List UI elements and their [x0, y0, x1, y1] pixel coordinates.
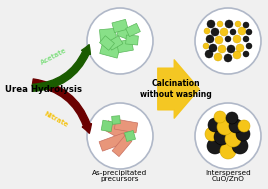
Circle shape [225, 131, 241, 147]
Circle shape [207, 138, 223, 154]
Bar [100, 42, 120, 58]
Bar [99, 133, 127, 151]
Circle shape [205, 127, 219, 141]
Circle shape [217, 119, 233, 135]
Circle shape [220, 143, 236, 159]
Circle shape [243, 36, 249, 42]
Bar [117, 26, 133, 40]
Circle shape [206, 35, 214, 43]
Circle shape [220, 28, 228, 36]
Text: Interspersed
CuO/ZnO: Interspersed CuO/ZnO [205, 170, 251, 183]
Circle shape [203, 43, 209, 49]
Circle shape [195, 103, 261, 169]
Circle shape [208, 118, 222, 132]
Circle shape [217, 21, 223, 27]
Bar [101, 120, 113, 132]
Text: Nitrate: Nitrate [43, 110, 69, 128]
Text: Acetate: Acetate [40, 47, 68, 65]
Circle shape [230, 29, 236, 35]
Circle shape [236, 44, 244, 52]
Circle shape [204, 28, 210, 34]
Circle shape [225, 36, 231, 42]
Bar [112, 136, 132, 156]
Circle shape [207, 20, 215, 28]
Bar [117, 39, 133, 53]
Circle shape [211, 28, 219, 36]
Bar [114, 119, 138, 133]
Circle shape [232, 138, 248, 154]
Circle shape [243, 22, 249, 28]
Circle shape [195, 8, 261, 74]
FancyArrowPatch shape [158, 60, 199, 118]
Circle shape [87, 103, 153, 169]
Text: As-precipitated
precursors: As-precipitated precursors [92, 170, 148, 183]
Bar [125, 130, 136, 142]
Circle shape [238, 120, 250, 132]
Circle shape [218, 45, 226, 53]
Circle shape [236, 127, 250, 141]
Text: Calcination
without washing: Calcination without washing [140, 79, 212, 99]
Circle shape [226, 112, 238, 124]
Bar [126, 23, 140, 37]
Circle shape [224, 54, 232, 62]
Bar [112, 19, 128, 33]
Circle shape [215, 36, 223, 44]
Bar [126, 35, 138, 45]
Circle shape [235, 21, 241, 27]
Circle shape [205, 50, 213, 58]
Circle shape [243, 51, 249, 57]
Circle shape [238, 27, 246, 35]
Circle shape [214, 111, 226, 123]
Circle shape [233, 51, 241, 59]
Circle shape [209, 44, 217, 52]
Circle shape [227, 45, 235, 53]
Text: Urea Hydrolysis: Urea Hydrolysis [5, 84, 82, 94]
Circle shape [87, 8, 153, 74]
Bar [103, 121, 133, 143]
Circle shape [214, 129, 230, 145]
Circle shape [225, 20, 233, 28]
Bar [99, 36, 114, 50]
Circle shape [246, 43, 252, 49]
Circle shape [233, 35, 241, 43]
Bar [112, 116, 120, 124]
Bar [99, 28, 117, 42]
Bar [107, 36, 123, 50]
FancyArrowPatch shape [32, 79, 91, 133]
FancyArrowPatch shape [32, 45, 90, 91]
Circle shape [246, 29, 252, 35]
Circle shape [229, 119, 243, 133]
Circle shape [214, 53, 222, 61]
